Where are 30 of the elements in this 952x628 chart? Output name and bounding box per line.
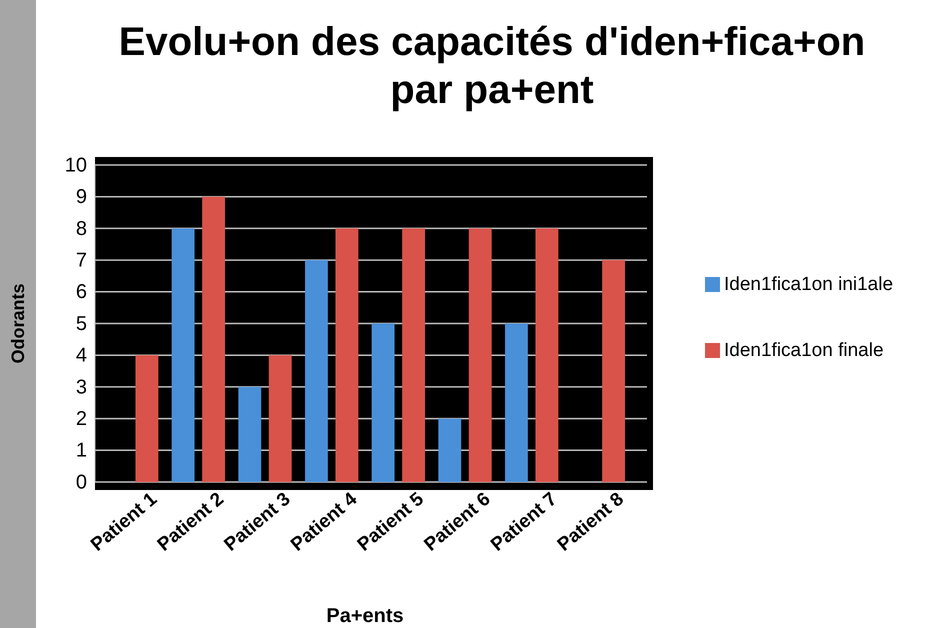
bar	[335, 228, 358, 482]
y-tick-label: 6	[76, 281, 87, 304]
bar	[305, 260, 328, 482]
bar	[172, 228, 195, 482]
bar	[602, 260, 625, 482]
bar	[468, 228, 492, 482]
y-tick-label: 3	[76, 376, 87, 398]
bar	[535, 228, 558, 482]
y-tick-label: 10	[64, 154, 87, 176]
y-tick-label: 4	[76, 344, 87, 367]
legend-label: Iden1fica1on ini1ale	[724, 274, 894, 295]
y-tick-label: 0	[76, 471, 87, 494]
y-tick-label: 5	[76, 312, 87, 335]
x-axis-title: Pa+ents	[326, 605, 404, 627]
bar	[268, 355, 292, 482]
bar	[238, 386, 262, 482]
bar	[438, 418, 462, 482]
chart-title: Evolu+on des capacités d'iden+fica+on par pa+ent	[118, 20, 866, 112]
y-tick-label: 1	[76, 440, 87, 462]
bar	[402, 228, 425, 482]
y-axis-title: Odorants	[8, 283, 28, 364]
y-tick-label: 7	[76, 250, 87, 272]
y-tick-label: 2	[76, 408, 87, 430]
y-tick-label: 9	[76, 186, 87, 208]
bar	[372, 324, 395, 482]
bar	[505, 324, 528, 482]
y-tick-label: 8	[76, 218, 87, 240]
bar	[202, 196, 225, 482]
legend-label: Iden1fica1on finale	[724, 340, 884, 361]
bar	[135, 355, 158, 482]
